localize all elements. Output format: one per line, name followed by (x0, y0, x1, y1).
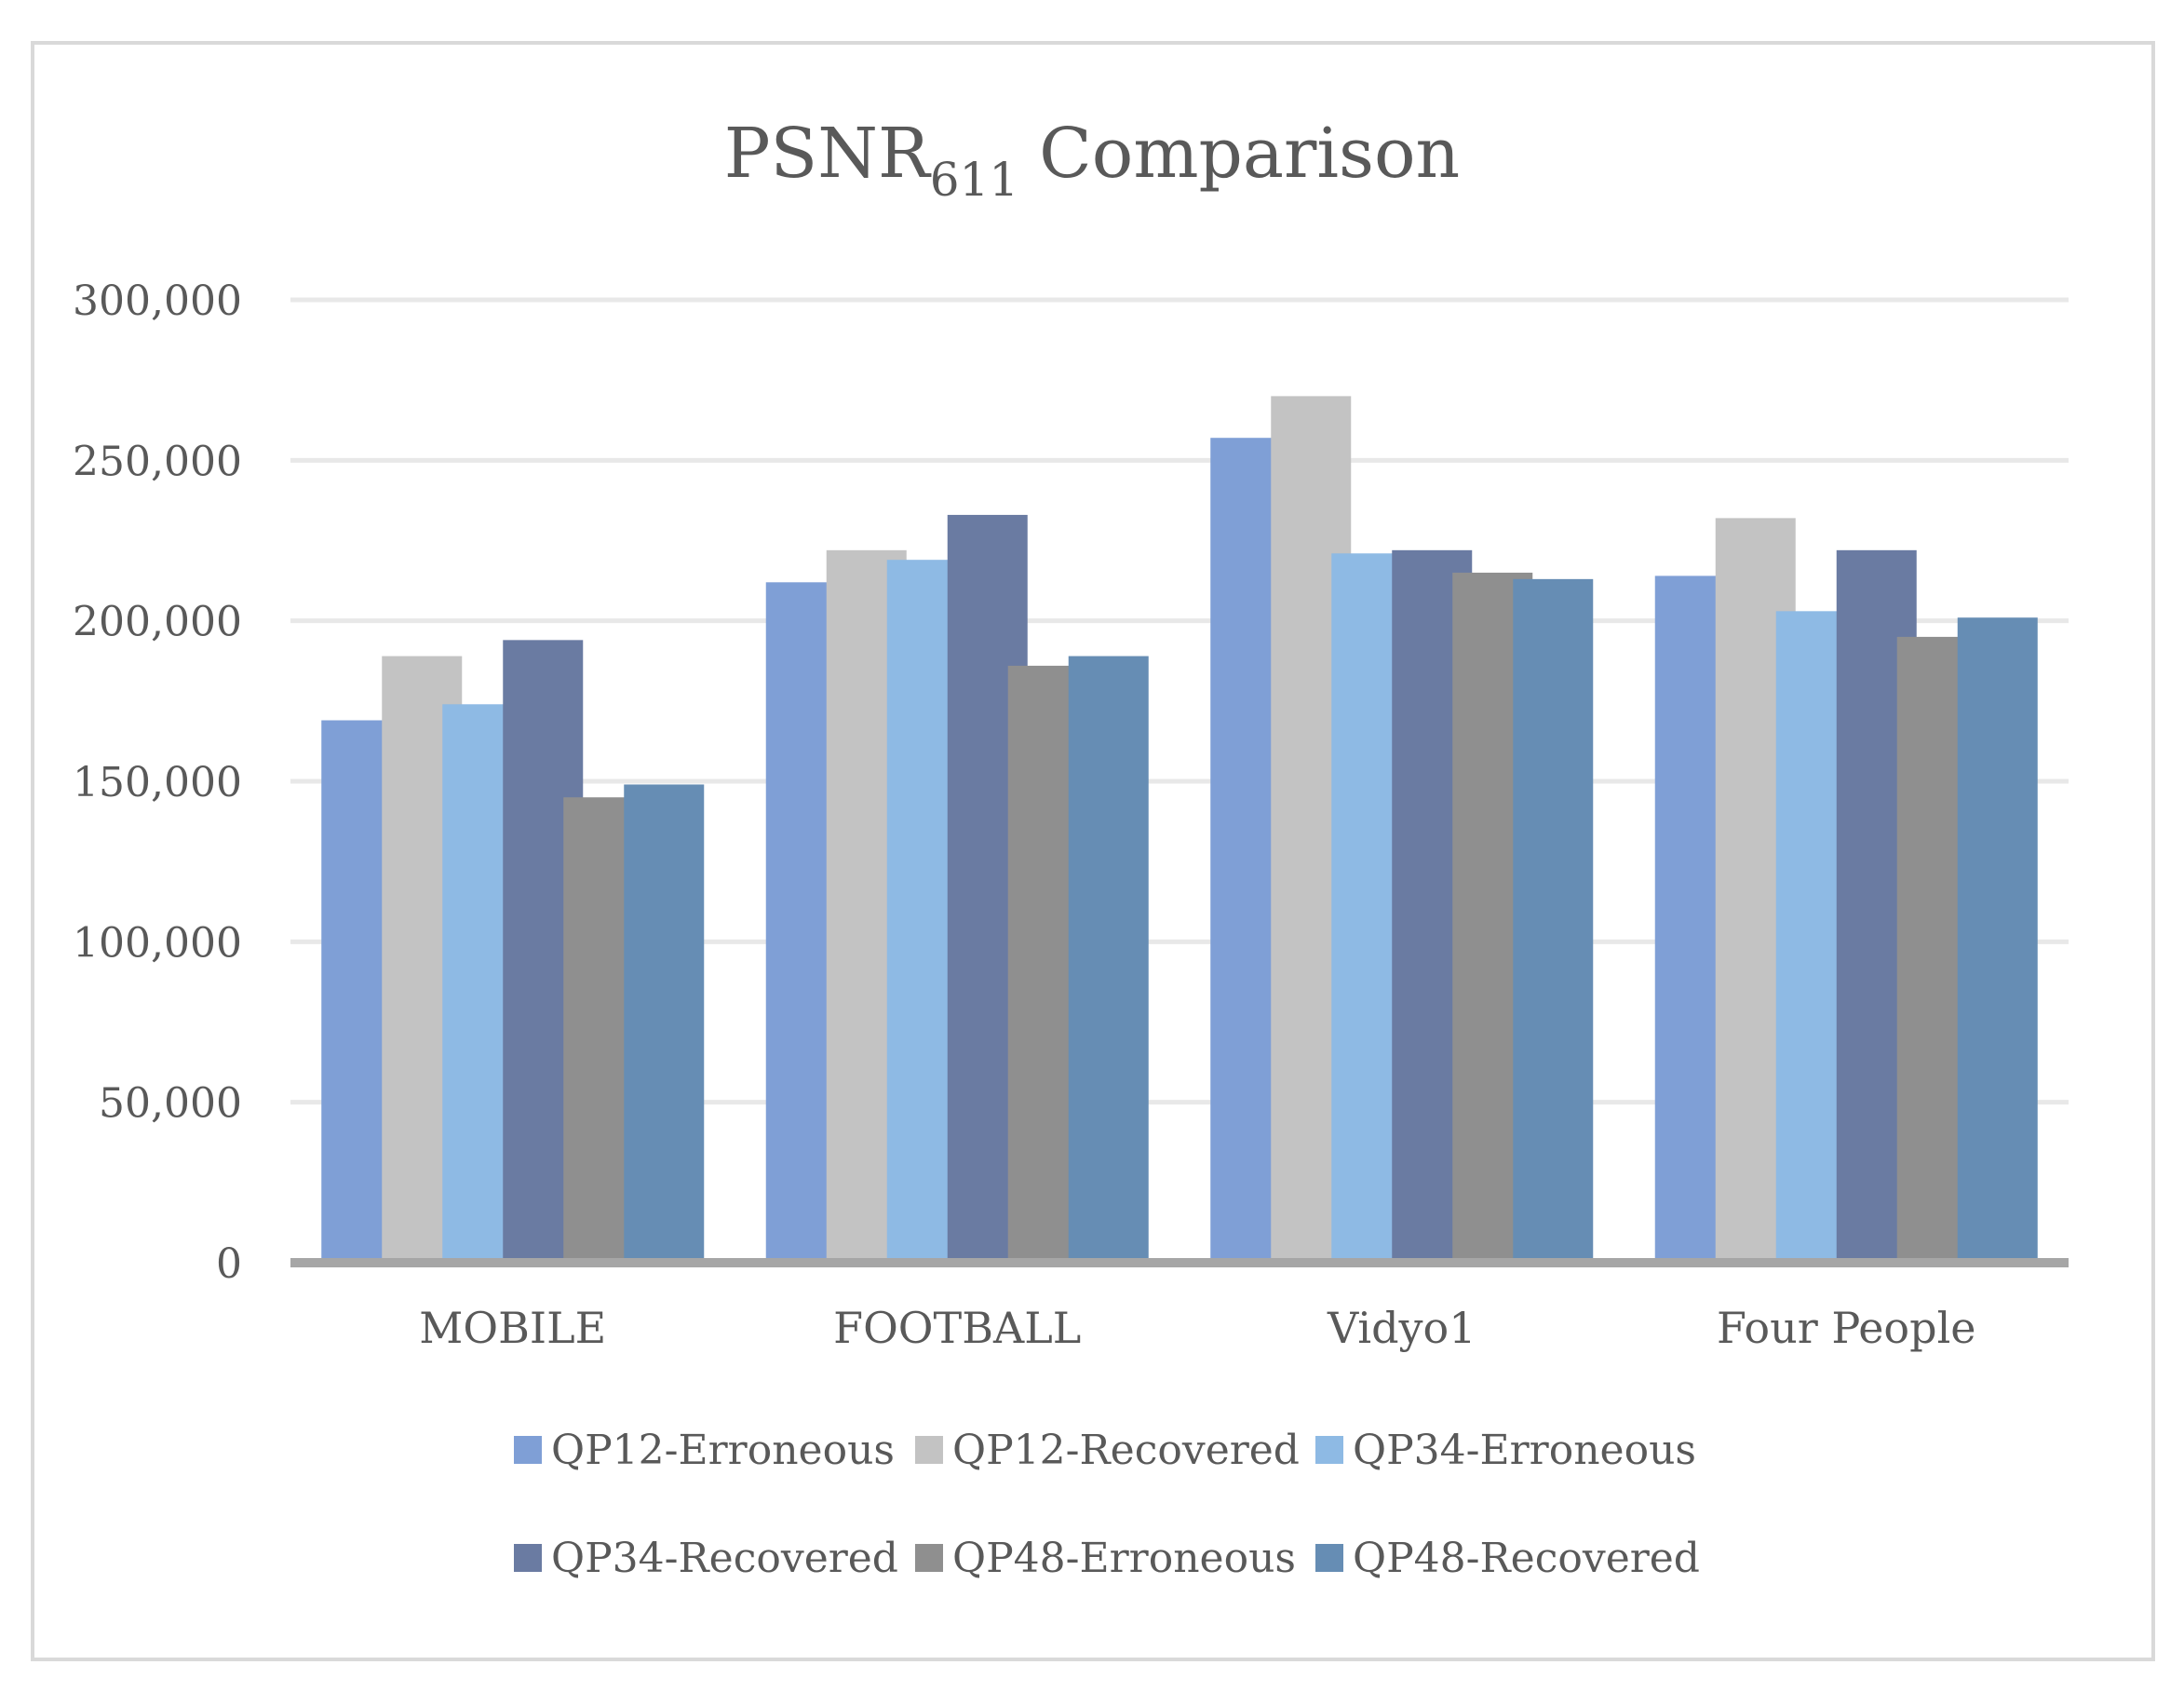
x-tick-label-2: Vidyo1 (1327, 1303, 1476, 1353)
x-axis-tick-labels: MOBILE FOOTBALL Vidyo1 Four People (419, 1303, 1975, 1353)
legend-swatch-5 (1315, 1544, 1343, 1572)
chart-title-suffix: Comparison (1039, 114, 1460, 194)
legend-swatch-3 (514, 1544, 542, 1572)
legend-swatch-1 (915, 1436, 943, 1464)
y-tick-label-3: 150,000 (73, 759, 242, 806)
legend: QP12-Erroneous QP12-Recovered QP34-Erroneo… (514, 1427, 1700, 1582)
legend-swatch-4 (915, 1544, 943, 1572)
x-tick-label-3: Four People (1717, 1303, 1976, 1353)
bar-mobile-qp48-recovered (624, 784, 705, 1263)
legend-label-0: QP12-Erroneous (551, 1427, 895, 1474)
x-tick-label-0: MOBILE (419, 1303, 606, 1353)
legend-label-1: QP12-Recovered (952, 1427, 1300, 1474)
chart-title-main: PSNR (724, 114, 932, 194)
y-tick-label-1: 50,000 (99, 1080, 242, 1128)
chart-title: PSNR611 Comparison (724, 114, 1460, 207)
y-tick-label-4: 200,000 (73, 599, 242, 646)
legend-label-2: QP34-Erroneous (1353, 1427, 1696, 1474)
x-tick-label-1: FOOTBALL (833, 1303, 1081, 1353)
legend-swatch-0 (514, 1436, 542, 1464)
legend-swatch-2 (1315, 1436, 1343, 1464)
bar-four-people-qp48-recovered (1957, 617, 2038, 1263)
y-tick-label-2: 100,000 (73, 919, 242, 967)
legend-label-4: QP48-Erroneous (952, 1535, 1296, 1582)
y-tick-label-0: 0 (216, 1240, 242, 1288)
bars (321, 396, 2038, 1263)
bar-football-qp48-recovered (1068, 656, 1149, 1263)
y-tick-label-5: 250,000 (73, 438, 242, 485)
chart-title-subscript: 611 (930, 153, 1018, 207)
legend-label-3: QP34-Recovered (551, 1535, 898, 1582)
legend-label-5: QP48-Recovered (1353, 1535, 1700, 1582)
bar-vidyo1-qp48-recovered (1513, 578, 1594, 1263)
y-axis-tick-labels: 0 50,000 100,000 150,000 200,000 250,000 300,0… (73, 277, 242, 1288)
y-tick-label-6: 300,000 (73, 277, 242, 325)
